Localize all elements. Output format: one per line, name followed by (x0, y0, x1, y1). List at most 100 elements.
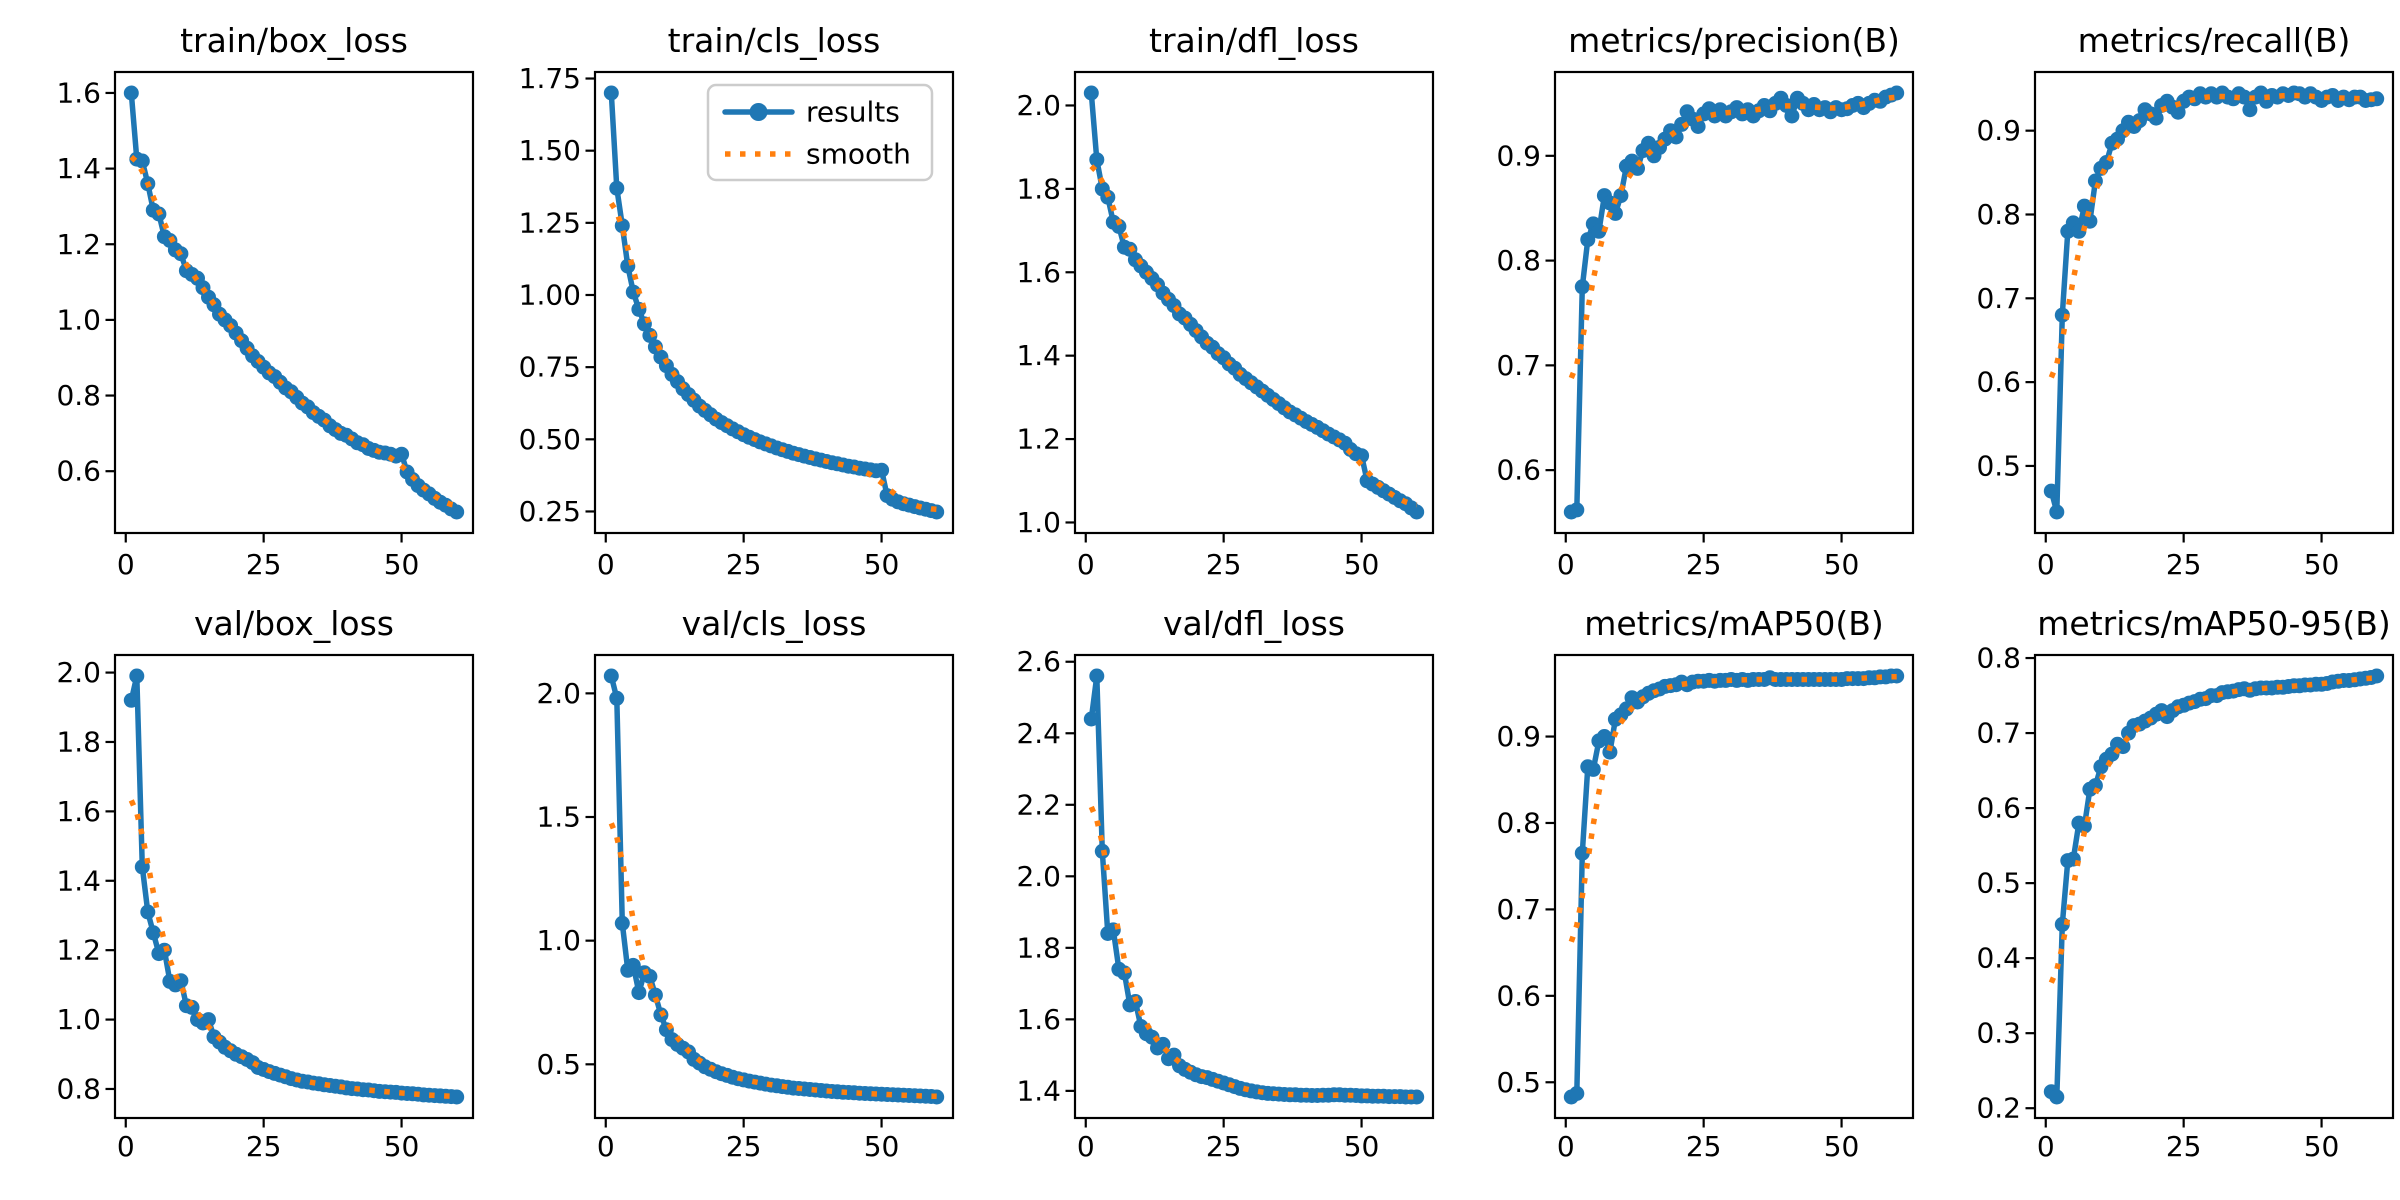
subplot-title: train/cls_loss (668, 21, 881, 60)
axes-spines (113, 70, 475, 535)
y-tick-label: 0.6 (56, 455, 101, 488)
y-tick-label: 1.4 (1016, 1074, 1061, 1107)
y-tick-label: 0.9 (1496, 139, 1541, 172)
subplot-metrics-map50-b: 0 25 50 0.5 0.6 0.7 0.8 0.9 metrics/mAP50(B) (1496, 604, 1915, 1163)
subplot-title: val/dfl_loss (1163, 604, 1345, 643)
x-tick-label: 50 (2304, 548, 2340, 581)
y-tick-label: 1.25 (519, 206, 581, 239)
y-axis: 0.5 1.0 1.5 2.0 (536, 677, 595, 1081)
y-tick-label: 1.0 (1016, 506, 1061, 539)
results-markers (1083, 85, 1425, 520)
x-tick-label: 0 (2037, 1130, 2055, 1163)
y-tick-label: 1.00 (519, 278, 581, 311)
x-tick-label: 50 (1824, 548, 1860, 581)
y-tick-label: 0.7 (1976, 282, 2021, 315)
plot-area (2043, 668, 2385, 1105)
y-axis: 0.2 0.3 0.4 0.5 0.6 0.7 0.8 (1976, 642, 2035, 1125)
y-axis: 0.5 0.6 0.7 0.8 0.9 (1496, 720, 1555, 1099)
x-tick-label: 0 (2037, 548, 2055, 581)
smooth-line (129, 154, 458, 509)
y-tick-label: 0.4 (1976, 942, 2021, 975)
y-tick-label: 1.8 (1016, 172, 1061, 205)
results-line (1568, 90, 1900, 515)
legend-results-marker-sample (749, 103, 768, 121)
y-tick-label: 0.5 (1976, 867, 2021, 900)
subplot-train-dfl-loss: 0 25 50 1.0 1.2 1.4 1.6 1.8 2.0 train/dfl_loss (1016, 21, 1435, 581)
smooth-line (608, 822, 937, 1100)
axes-spines (593, 70, 955, 535)
y-tick-label: 2.0 (536, 677, 581, 710)
y-tick-label: 1.2 (56, 228, 101, 261)
y-tick-label: 1.0 (56, 303, 101, 336)
y-tick-label: 1.0 (536, 924, 581, 957)
x-tick-label: 50 (384, 548, 420, 581)
axes-spines (2033, 653, 2395, 1120)
x-axis: 0 25 50 (117, 1118, 419, 1163)
y-tick-label: 0.6 (1496, 454, 1541, 487)
y-tick-label: 1.5 (536, 801, 581, 834)
plot-area (603, 85, 945, 520)
x-tick-label: 25 (2166, 1130, 2202, 1163)
y-tick-label: 0.6 (1976, 792, 2021, 825)
y-axis: 0.25 0.50 0.75 1.00 1.25 1.50 1.75 (519, 62, 595, 528)
y-tick-label: 0.8 (1496, 244, 1541, 277)
plot-area (1083, 668, 1425, 1105)
x-axis: 0 25 50 (117, 533, 420, 581)
smooth-line (1568, 94, 1897, 380)
plot-area (603, 668, 945, 1105)
x-axis: 0 25 50 (1557, 1118, 1860, 1163)
x-tick-label: 50 (864, 1130, 900, 1163)
subplot-title: train/dfl_loss (1149, 21, 1359, 60)
results-line (1088, 90, 1420, 515)
y-tick-label: 1.6 (1016, 256, 1061, 289)
y-axis: 0.6 0.8 1.0 1.2 1.4 1.6 (56, 76, 115, 488)
results-line (128, 673, 460, 1100)
y-tick-label: 0.50 (519, 423, 581, 456)
y-tick-label: 0.2 (1976, 1092, 2021, 1125)
smooth-line (2048, 675, 2377, 984)
results-markers (603, 668, 945, 1105)
y-tick-label: 2.2 (1016, 788, 1061, 821)
subplot-title: val/box_loss (194, 604, 394, 643)
y-tick-label: 0.5 (1976, 449, 2021, 482)
x-tick-label: 50 (864, 548, 900, 581)
results-markers (1563, 85, 1905, 520)
legend: results smooth (706, 83, 934, 182)
plot-area (123, 668, 465, 1105)
y-axis: 0.5 0.6 0.7 0.8 0.9 (1976, 114, 2035, 482)
y-tick-label: 1.2 (1016, 423, 1061, 456)
results-line (1568, 673, 1900, 1100)
y-tick-label: 0.5 (536, 1048, 581, 1081)
y-tick-label: 0.9 (1496, 720, 1541, 753)
plot-area (123, 85, 465, 520)
y-axis: 1.4 1.6 1.8 2.0 2.2 2.4 2.6 (1016, 645, 1075, 1107)
y-tick-label: 1.50 (519, 134, 581, 167)
x-axis: 0 25 50 (597, 1118, 900, 1163)
y-tick-label: 0.7 (1496, 349, 1541, 382)
results-line (128, 90, 460, 515)
x-tick-label: 25 (726, 548, 762, 581)
y-tick-label: 2.0 (56, 656, 101, 689)
axes-spines (113, 653, 475, 1120)
plot-area (1083, 85, 1425, 520)
y-tick-label: 1.2 (56, 934, 101, 967)
subplot-val-dfl-loss: 0 25 50 1.4 1.6 1.8 2.0 2.2 2.4 2.6 val/dfl_loss (1016, 604, 1435, 1163)
subplot-metrics-recall-b: 0 25 50 0.5 0.6 0.7 0.8 0.9 metrics/recall(B) (1976, 21, 2395, 581)
axes-spines (1553, 70, 1915, 535)
x-tick-label: 25 (1686, 548, 1722, 581)
x-tick-label: 0 (597, 548, 615, 581)
y-tick-label: 0.9 (1976, 114, 2021, 147)
x-axis: 0 25 50 (1557, 533, 1860, 581)
smooth-line (1088, 805, 1417, 1100)
axes-spines (2033, 70, 2395, 535)
x-tick-label: 50 (2304, 1130, 2340, 1163)
smooth-line (128, 799, 457, 1100)
y-tick-label: 2.6 (1016, 645, 1061, 678)
subplot-title: metrics/mAP50(B) (1584, 604, 1884, 643)
y-tick-label: 0.8 (1976, 198, 2021, 231)
y-tick-label: 1.6 (56, 795, 101, 828)
y-axis: 0.6 0.7 0.8 0.9 (1496, 139, 1555, 487)
legend-label-smooth: smooth (806, 138, 911, 171)
x-tick-label: 50 (1824, 1130, 1860, 1163)
